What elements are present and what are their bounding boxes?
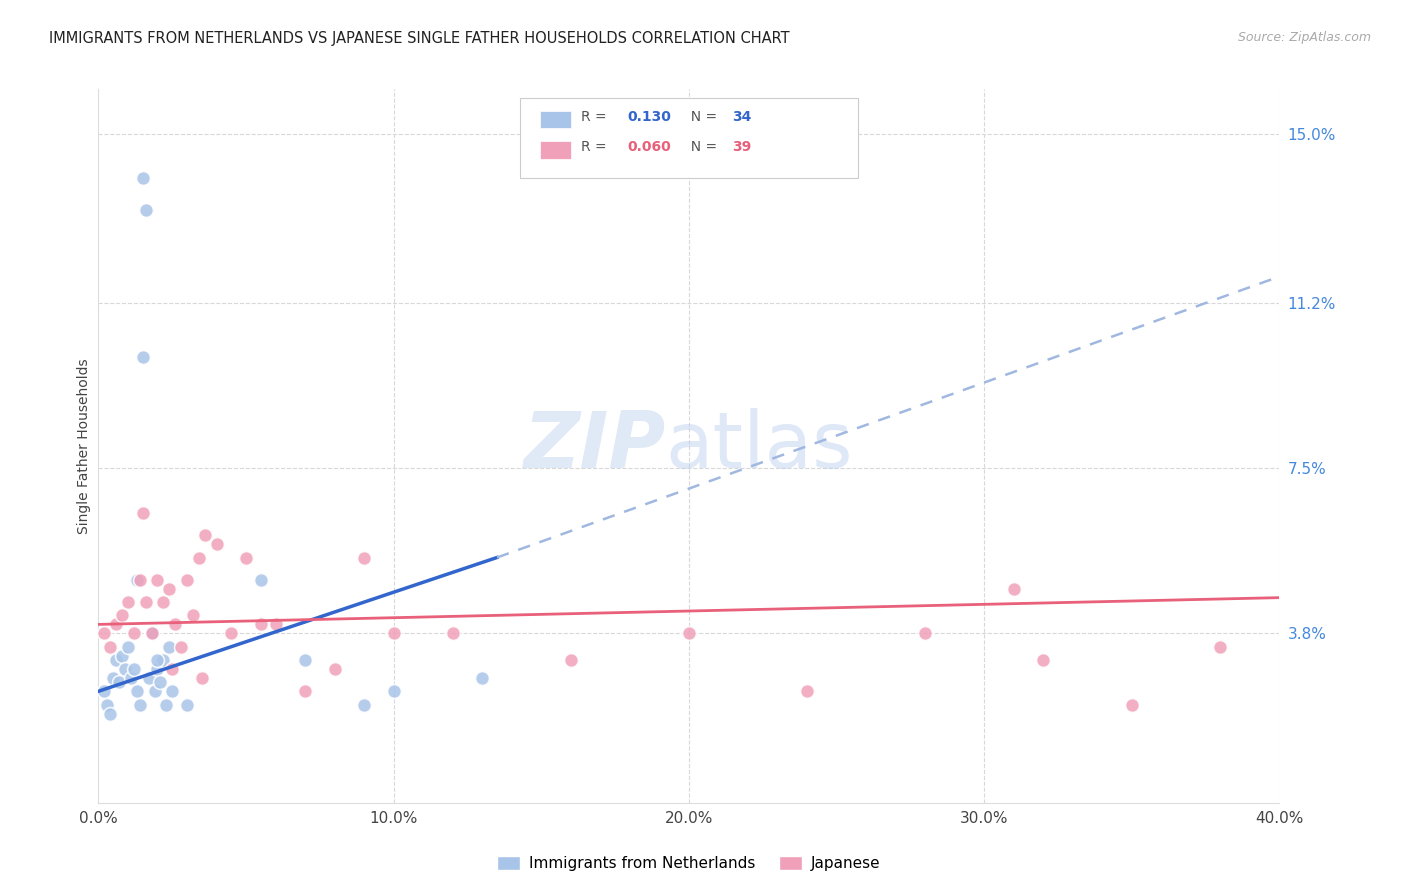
Point (678, 626, 700, 640)
Point (98, 640, 121, 654)
Point (441, 626, 464, 640)
Point (135, 595, 157, 609)
Point (1121, 698, 1143, 712)
Point (191, 671, 214, 685)
Point (135, 202, 157, 217)
Point (176, 698, 198, 712)
Point (264, 617, 287, 632)
Point (96, 698, 118, 712)
Point (914, 626, 936, 640)
Point (176, 573, 198, 587)
Point (152, 653, 174, 667)
Point (157, 640, 180, 654)
Point (128, 698, 150, 712)
Point (170, 640, 193, 654)
Point (132, 350, 155, 364)
Point (93, 626, 115, 640)
Text: atlas: atlas (665, 408, 853, 484)
Point (117, 640, 139, 654)
Point (125, 573, 148, 587)
Point (128, 573, 150, 587)
Point (471, 671, 494, 685)
Point (250, 573, 273, 587)
Point (235, 550, 257, 565)
Text: 0.060: 0.060 (627, 140, 671, 154)
Point (93, 684, 115, 698)
Point (560, 653, 582, 667)
Point (1032, 653, 1054, 667)
Point (194, 528, 217, 542)
Point (162, 662, 183, 676)
Point (141, 626, 163, 640)
Point (187, 550, 209, 565)
Text: N =: N = (682, 140, 721, 154)
Point (146, 662, 169, 676)
Point (105, 653, 128, 667)
Point (111, 608, 134, 623)
Point (143, 684, 166, 698)
Text: ZIP: ZIP (523, 408, 665, 484)
Point (141, 626, 163, 640)
Point (155, 698, 177, 712)
Point (323, 662, 346, 676)
Point (105, 617, 128, 632)
Point (219, 626, 242, 640)
Point (152, 595, 174, 609)
Point (353, 550, 375, 565)
Point (1209, 640, 1232, 654)
Point (120, 671, 142, 685)
Point (162, 684, 183, 698)
Point (103, 671, 125, 685)
Point (138, 671, 160, 685)
Text: IMMIGRANTS FROM NETHERLANDS VS JAPANESE SINGLE FATHER HOUSEHOLDS CORRELATION CHA: IMMIGRANTS FROM NETHERLANDS VS JAPANESE … (49, 31, 790, 46)
Point (114, 662, 136, 676)
Point (294, 684, 316, 698)
Point (382, 626, 405, 640)
Point (294, 653, 316, 667)
Point (1002, 582, 1025, 596)
Text: R =: R = (581, 140, 610, 154)
Point (132, 506, 155, 520)
Point (165, 617, 187, 632)
Point (111, 648, 134, 663)
Point (117, 595, 139, 609)
Y-axis label: Single Father Households: Single Father Households (77, 359, 91, 533)
Text: 39: 39 (733, 140, 752, 154)
Point (146, 573, 169, 587)
Text: N =: N = (682, 110, 721, 124)
Point (382, 684, 405, 698)
Point (250, 617, 273, 632)
Text: Source: ZipAtlas.com: Source: ZipAtlas.com (1237, 31, 1371, 45)
Point (157, 582, 180, 596)
Point (796, 684, 818, 698)
Text: 0.130: 0.130 (627, 110, 671, 124)
Point (108, 675, 131, 690)
Point (149, 675, 172, 690)
Point (98, 706, 121, 721)
Point (205, 537, 228, 551)
Point (181, 608, 204, 623)
Point (125, 684, 148, 698)
Point (353, 698, 375, 712)
Legend: Immigrants from Netherlands, Japanese: Immigrants from Netherlands, Japanese (491, 849, 887, 877)
Text: R =: R = (581, 110, 610, 124)
Point (122, 662, 145, 676)
Text: 34: 34 (733, 110, 752, 124)
Point (146, 653, 169, 667)
Point (141, 626, 163, 640)
Point (122, 626, 145, 640)
Point (132, 171, 155, 186)
